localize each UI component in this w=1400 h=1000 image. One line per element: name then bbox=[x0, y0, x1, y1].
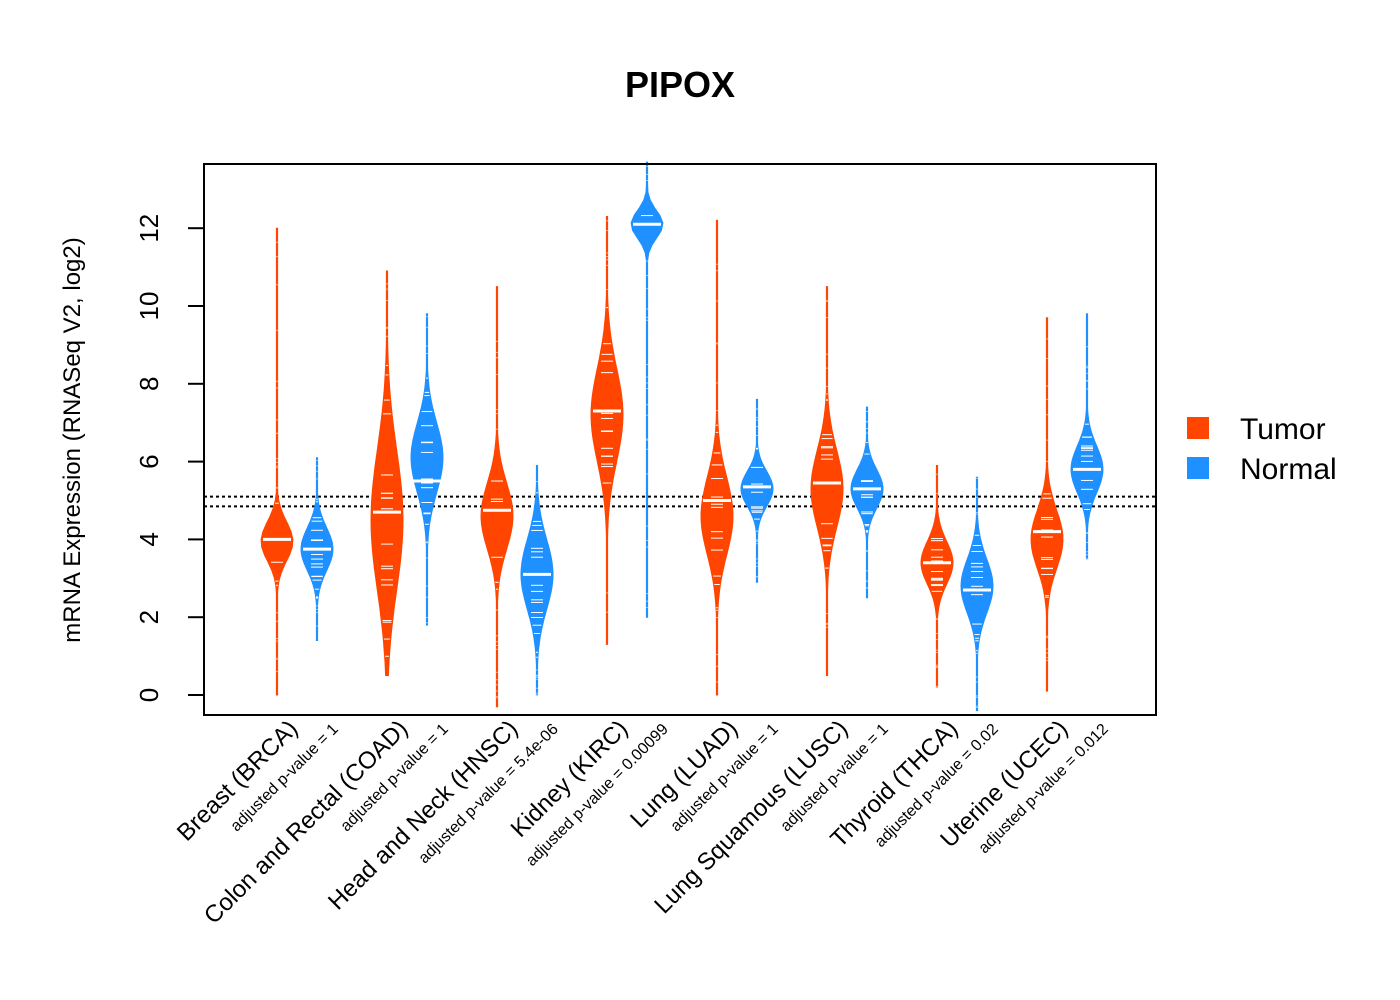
plot-frame bbox=[203, 163, 1157, 716]
y-tick-label: 10 bbox=[134, 292, 164, 321]
y-axis: 0 2 4 6 8 10 12 bbox=[134, 214, 204, 702]
y-tick-label: 2 bbox=[134, 610, 164, 624]
y-tick-label: 0 bbox=[134, 688, 164, 702]
category-group bbox=[480, 286, 554, 708]
plot-area bbox=[204, 161, 1156, 712]
legend-label-tumor: Tumor bbox=[1240, 413, 1326, 446]
legend: Tumor Normal bbox=[1187, 413, 1337, 486]
y-tick-label: 12 bbox=[134, 214, 164, 243]
category-group bbox=[810, 286, 884, 676]
legend-swatch-tumor bbox=[1187, 417, 1209, 439]
category-group bbox=[260, 227, 334, 696]
chart-title: PIPOX bbox=[625, 64, 735, 105]
category-group bbox=[920, 465, 994, 712]
category-group bbox=[700, 219, 774, 696]
y-tick-label: 6 bbox=[134, 454, 164, 468]
y-axis-label: mRNA Expression (RNASeq V2, log2) bbox=[59, 237, 86, 643]
legend-swatch-normal bbox=[1187, 457, 1209, 479]
y-tick-label: 8 bbox=[134, 377, 164, 391]
category-group bbox=[370, 270, 444, 676]
y-tick-label: 4 bbox=[134, 532, 164, 546]
category-group bbox=[590, 161, 664, 645]
legend-label-normal: Normal bbox=[1240, 453, 1337, 486]
category-group bbox=[1030, 313, 1104, 692]
